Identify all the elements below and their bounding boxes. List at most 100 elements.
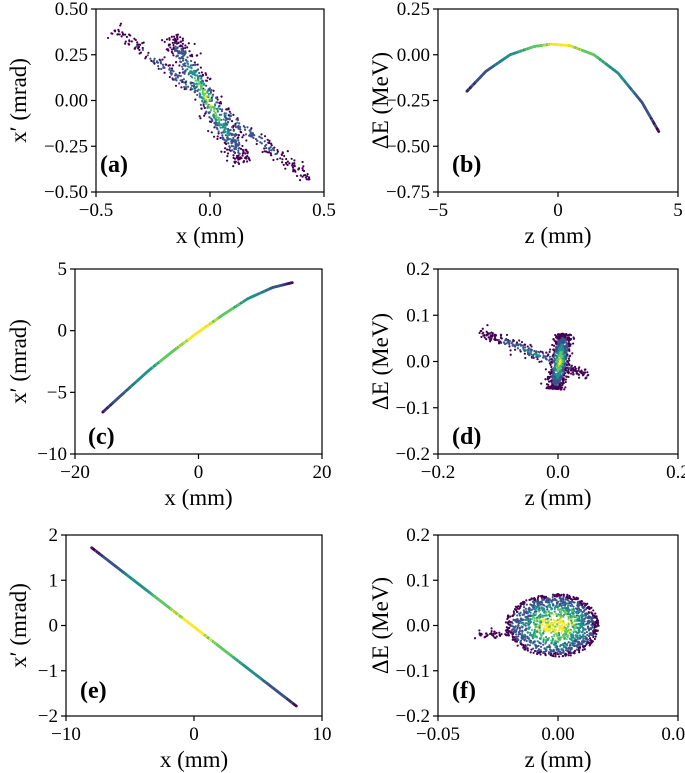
y-tick-label: −0.1	[396, 398, 430, 419]
data-point	[552, 344, 556, 347]
data-point	[183, 71, 186, 74]
data-point	[569, 343, 572, 346]
data-point	[308, 178, 311, 181]
data-point	[219, 107, 222, 111]
data-point	[172, 35, 176, 38]
data-point	[567, 622, 570, 626]
data-point	[550, 358, 553, 361]
data-point	[147, 51, 150, 54]
data-point	[120, 35, 123, 38]
data-point	[547, 604, 550, 607]
data-point	[554, 346, 558, 349]
y-tick-label: 0.1	[406, 305, 430, 326]
data-point	[565, 642, 569, 646]
data-point	[267, 151, 271, 154]
data-point	[567, 368, 570, 371]
data-point	[555, 614, 558, 618]
data-point	[229, 137, 232, 141]
data-point	[268, 139, 271, 142]
data-point	[213, 135, 216, 138]
data-point	[133, 37, 136, 40]
data-point	[554, 354, 557, 357]
data-point	[106, 36, 110, 40]
data-point	[519, 617, 522, 620]
data-point	[197, 88, 200, 91]
data-point	[200, 71, 203, 74]
data-point	[562, 380, 565, 383]
data-point	[185, 87, 188, 90]
data-point	[557, 352, 560, 355]
data-point	[223, 141, 226, 144]
data-point	[237, 133, 240, 137]
data-point	[528, 626, 531, 629]
data-point	[552, 353, 555, 356]
data-point	[568, 641, 571, 644]
data-point	[560, 334, 563, 338]
data-point	[137, 43, 140, 46]
data-point	[293, 162, 296, 165]
data-point	[506, 339, 509, 343]
data-point	[176, 76, 179, 79]
data-point	[519, 343, 522, 346]
data-point	[260, 133, 263, 136]
data-point	[113, 29, 117, 32]
x-tick-label: 20	[313, 462, 332, 483]
y-tick-label: −0.75	[386, 182, 430, 203]
data-point	[572, 342, 575, 345]
data-point	[560, 381, 563, 385]
data-point	[286, 150, 289, 153]
data-point	[235, 144, 238, 147]
panel-tag: (c)	[88, 424, 115, 450]
data-point	[566, 349, 569, 352]
data-point	[206, 90, 209, 93]
data-point	[557, 636, 560, 639]
data-point	[525, 639, 528, 643]
y-tick-label: −0.50	[386, 136, 430, 157]
data-point	[299, 174, 302, 177]
x-tick-label: 0.5	[312, 200, 336, 221]
data-point	[200, 107, 203, 110]
data-point	[269, 146, 272, 149]
data-point	[517, 624, 520, 627]
data-point	[160, 39, 164, 42]
data-point	[217, 121, 221, 124]
data-point	[567, 357, 570, 360]
data-point	[226, 134, 229, 138]
data-point	[183, 53, 186, 56]
data-point	[244, 133, 248, 136]
data-point	[570, 364, 573, 367]
data-point	[549, 618, 553, 621]
data-point	[562, 357, 565, 360]
data-point	[221, 136, 224, 139]
y-tick-label: 2	[49, 525, 59, 546]
data-point	[555, 640, 559, 643]
data-point	[548, 350, 551, 354]
data-point	[301, 175, 304, 178]
data-point	[246, 126, 249, 129]
data-point	[569, 338, 572, 342]
data-point	[241, 136, 244, 139]
data-point	[174, 84, 178, 87]
data-point	[524, 648, 527, 651]
data-point	[587, 635, 591, 638]
x-tick-label: 5	[673, 200, 683, 221]
data-point	[510, 342, 513, 345]
data-point	[552, 359, 555, 362]
data-point	[545, 611, 548, 614]
data-point	[203, 82, 206, 85]
data-point	[550, 635, 554, 638]
data-point	[506, 615, 509, 618]
data-point	[481, 332, 484, 335]
data-point	[549, 385, 553, 388]
data-point	[188, 66, 191, 69]
data-point	[560, 631, 563, 634]
data-point	[176, 46, 179, 49]
data-point	[533, 599, 536, 602]
data-point	[193, 63, 197, 67]
data-point	[229, 114, 233, 118]
data-point	[526, 349, 529, 352]
data-point	[572, 336, 575, 339]
data-point	[219, 126, 222, 129]
data-point	[541, 623, 544, 626]
data-point	[204, 112, 207, 115]
